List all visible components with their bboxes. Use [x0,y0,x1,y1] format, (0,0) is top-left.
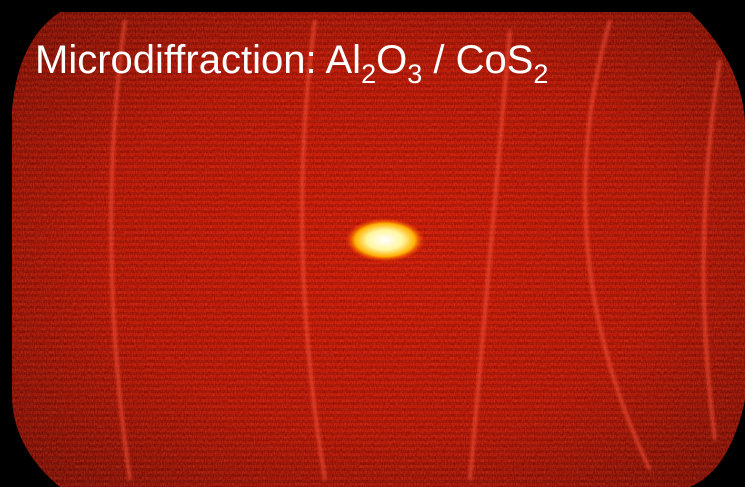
diffraction-image: Microdiffraction: Al2O3 / CoS2 [0,0,745,487]
subscript: 2 [361,59,376,89]
title: Microdiffraction: Al2O3 / CoS2 [35,38,548,89]
title-text: O [376,38,407,82]
beam-spot [345,218,425,262]
page: {"title": ["Microdiffraction: Al", "2", … [0,0,745,487]
subscript: 2 [533,59,548,89]
title-text: Microdiffraction: Al [35,38,361,82]
subscript: 3 [407,59,422,89]
title-text: / CoS [422,38,533,82]
